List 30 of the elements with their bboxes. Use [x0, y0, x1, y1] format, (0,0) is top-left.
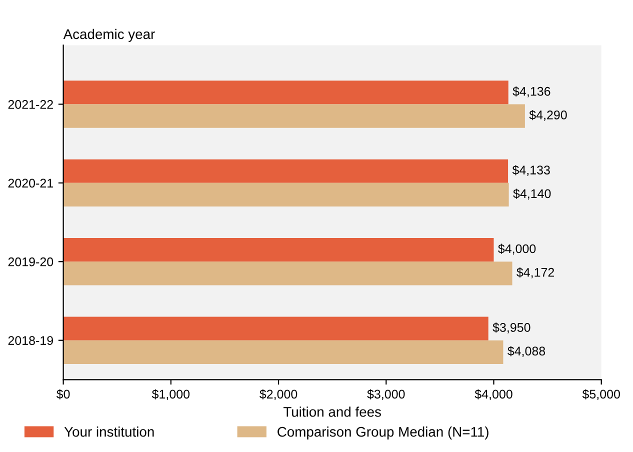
data-label: $4,000	[498, 244, 536, 255]
data-label: $4,172	[516, 267, 554, 278]
data-label: $4,136	[512, 86, 550, 98]
y-axis-title: Academic year	[63, 28, 155, 42]
bar	[63, 340, 504, 364]
data-label: $4,088	[508, 346, 546, 357]
bar	[63, 182, 509, 207]
x-tick-label: $0	[56, 389, 70, 400]
y-tick-label: 2020-21	[8, 178, 53, 188]
x-tick-label: $1,000	[152, 389, 190, 400]
bar	[63, 238, 494, 262]
x-tick-label: $4,000	[474, 389, 512, 400]
legend-label: Your institution	[64, 426, 154, 437]
bar	[63, 104, 525, 128]
bar	[63, 262, 512, 286]
x-tick-label: $5,000	[582, 389, 620, 400]
bar	[63, 80, 508, 104]
y-tick-label: 2018-19	[8, 336, 53, 345]
x-tick-label: $2,000	[260, 389, 298, 400]
data-label: $4,140	[513, 188, 551, 200]
bar	[63, 159, 508, 183]
data-label: $3,950	[492, 322, 530, 334]
data-label: $4,290	[529, 110, 567, 121]
legend-label: Comparison Group Median (N=11)	[278, 426, 488, 440]
data-label: $4,133	[512, 165, 550, 176]
y-tick-label: 2019-20	[8, 257, 54, 266]
x-axis-title: Tuition and fees	[283, 406, 381, 417]
y-tick-label: 2021-22	[8, 100, 53, 109]
x-tick-label: $3,000	[367, 389, 405, 400]
bar	[63, 316, 488, 340]
